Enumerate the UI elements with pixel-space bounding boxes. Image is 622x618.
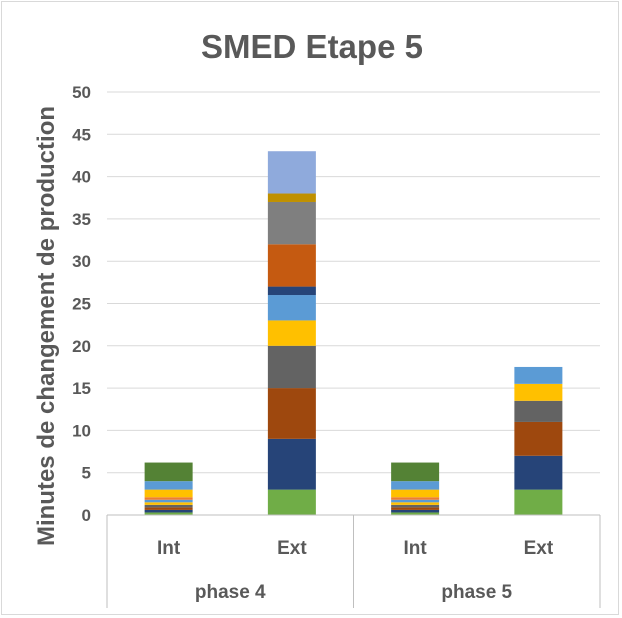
bar-segment xyxy=(144,497,193,500)
bar-segment xyxy=(267,244,316,287)
bar-segment xyxy=(144,499,193,503)
bar-segment xyxy=(267,193,316,202)
x-tick-label: Ext xyxy=(524,538,554,559)
bar-segment xyxy=(267,286,316,296)
bar-segment xyxy=(267,151,316,194)
bar-segment xyxy=(267,489,316,515)
x-axis: Int Ext Int Ext phase 4 phase 5 xyxy=(106,514,601,608)
group-label: phase 4 xyxy=(195,582,266,603)
chart-title: SMED Etape 5 xyxy=(201,28,423,65)
bar-stack-int-2 xyxy=(391,462,440,515)
group-label: phase 5 xyxy=(441,582,512,603)
y-tick-label: 45 xyxy=(72,125,91,144)
bar-segment xyxy=(514,383,563,401)
y-tick-label: 5 xyxy=(82,464,91,483)
y-tick-label: 35 xyxy=(72,210,91,229)
bar-segment xyxy=(267,388,316,439)
bar-segment xyxy=(144,502,193,505)
y-tick-label: 0 xyxy=(82,506,91,525)
bar-segment xyxy=(391,481,440,490)
bar-segment xyxy=(144,507,193,510)
bar-segment xyxy=(144,509,193,513)
bar-segment xyxy=(391,499,440,503)
y-tick-label: 15 xyxy=(72,379,91,398)
bar-segment xyxy=(267,438,316,490)
x-tick-label: Ext xyxy=(277,538,307,559)
bar-segment xyxy=(514,421,563,456)
y-tick-label: 30 xyxy=(72,252,91,271)
bar-segment xyxy=(391,497,440,500)
bar-segment xyxy=(391,512,440,515)
y-tick-label: 10 xyxy=(72,421,91,440)
x-tick-label: Int xyxy=(404,538,428,559)
bar-segment xyxy=(267,201,316,245)
gridlines xyxy=(107,91,600,474)
bar-segment xyxy=(514,489,563,515)
bar-segment xyxy=(391,502,440,505)
y-tick-label: 50 xyxy=(72,83,91,102)
bar-segment xyxy=(391,489,440,498)
y-axis-ticks: 0 5 10 15 20 25 30 35 40 45 50 xyxy=(72,83,91,525)
bar-segment xyxy=(391,462,440,482)
bar-segment xyxy=(391,507,440,510)
bar-segment xyxy=(144,489,193,498)
bar-segment xyxy=(144,504,193,508)
y-axis-label: Minutes de changement de production xyxy=(33,106,60,546)
bar-stack-int-0 xyxy=(144,462,193,515)
bar-stack-ext-3 xyxy=(514,366,563,515)
y-tick-label: 40 xyxy=(72,168,91,187)
bar-segment xyxy=(267,345,316,389)
bar-segment xyxy=(144,462,193,482)
bar-segment xyxy=(514,400,563,422)
bar-segment xyxy=(144,512,193,515)
bar-segment xyxy=(391,509,440,513)
y-tick-label: 25 xyxy=(72,295,91,314)
bar-segment xyxy=(267,295,316,321)
bar-segment xyxy=(267,320,316,346)
bar-segment xyxy=(391,504,440,508)
y-tick-label: 20 xyxy=(72,337,91,356)
bar-segment xyxy=(144,481,193,490)
bar-stack-ext-1 xyxy=(267,151,316,515)
bars xyxy=(144,151,563,515)
x-tick-label: Int xyxy=(157,538,181,559)
bar-segment xyxy=(514,455,563,490)
bar-segment xyxy=(514,366,563,384)
